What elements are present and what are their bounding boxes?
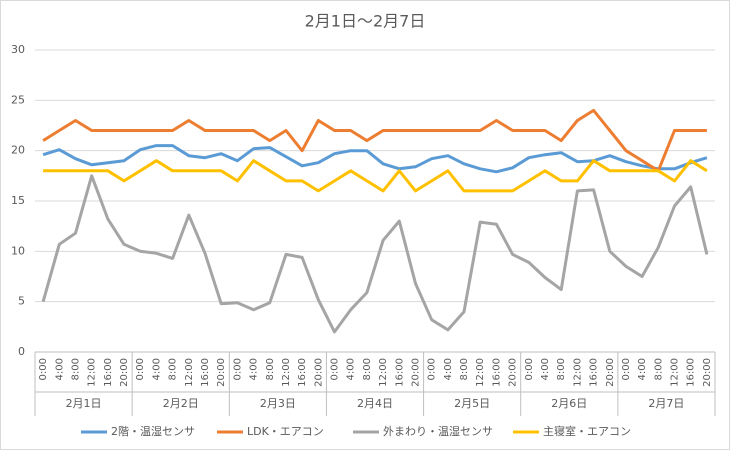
legend-label: LDK・エアコン	[247, 425, 324, 438]
series-line	[42, 144, 708, 174]
y-tick-label: 0	[18, 345, 25, 358]
x-tick-label: 16:00	[394, 358, 405, 387]
x-tick-label: 16:00	[686, 358, 697, 387]
x-tick-label: 0:00	[330, 358, 341, 380]
x-tick-label: 12:00	[281, 358, 292, 387]
x-tick-label: 8:00	[459, 358, 470, 380]
x-tick-label: 8:00	[168, 358, 179, 380]
x-tick-label: 20:00	[410, 358, 421, 387]
group-label: 2月3日	[260, 397, 296, 410]
x-tick-label: 8:00	[653, 358, 664, 380]
x-tick-label: 20:00	[119, 358, 130, 387]
x-tick-label: 12:00	[87, 358, 98, 387]
legend-label: 2階・温湿センサ	[111, 424, 195, 438]
legend-label: 外まわり・温湿センサ	[383, 425, 493, 438]
x-tick-label: 4:00	[151, 358, 162, 380]
y-tick-label: 10	[11, 244, 25, 257]
group-label: 2月1日	[66, 397, 102, 410]
x-tick-label: 20:00	[702, 358, 713, 387]
x-tick-label: 0:00	[38, 358, 49, 380]
group-label: 2月5日	[454, 397, 490, 410]
x-tick-label: 16:00	[589, 358, 600, 387]
x-tick-label: 12:00	[378, 358, 389, 387]
x-tick-label: 0:00	[524, 358, 535, 380]
x-tick-label: 8:00	[362, 358, 373, 380]
x-tick-label: 12:00	[572, 358, 583, 387]
y-tick-label: 20	[11, 144, 25, 157]
x-tick-label: 4:00	[54, 358, 65, 380]
x-tick-label: 16:00	[103, 358, 114, 387]
x-tick-label: 20:00	[216, 358, 227, 387]
y-tick-label: 30	[11, 43, 25, 56]
x-tick-label: 8:00	[556, 358, 567, 380]
x-tick-label: 20:00	[508, 358, 519, 387]
x-tick-label: 16:00	[491, 358, 502, 387]
group-label: 2月6日	[551, 397, 587, 410]
x-tick-label: 8:00	[70, 358, 81, 380]
x-tick-label: 16:00	[200, 358, 211, 387]
x-tick-label: 4:00	[443, 358, 454, 380]
y-tick-label: 15	[11, 194, 25, 207]
x-tick-label: 4:00	[249, 358, 260, 380]
x-tick-label: 0:00	[621, 358, 632, 380]
x-tick-label: 4:00	[540, 358, 551, 380]
group-label: 2月2日	[163, 397, 199, 410]
x-tick-label: 12:00	[670, 358, 681, 387]
x-tick-label: 12:00	[475, 358, 486, 387]
series-line	[42, 108, 707, 173]
x-tick-label: 12:00	[184, 358, 195, 387]
group-label: 2月7日	[648, 397, 684, 410]
x-tick-label: 0:00	[232, 358, 243, 380]
y-tick-label: 5	[18, 295, 25, 308]
x-tick-label: 16:00	[297, 358, 308, 387]
series-line	[43, 159, 708, 193]
x-tick-label: 0:00	[135, 358, 146, 380]
x-tick-label: 20:00	[605, 358, 616, 387]
y-tick-label: 25	[11, 93, 25, 106]
x-tick-label: 4:00	[346, 358, 357, 380]
chart-title: 2月1日～2月7日	[305, 12, 426, 31]
x-tick-label: 8:00	[265, 358, 276, 380]
series-line	[41, 174, 709, 334]
x-tick-label: 20:00	[313, 358, 324, 387]
x-tick-label: 0:00	[427, 358, 438, 380]
group-label: 2月4日	[357, 397, 393, 410]
legend-label: 主寝室・エアコン	[543, 424, 631, 438]
x-tick-label: 4:00	[637, 358, 648, 380]
